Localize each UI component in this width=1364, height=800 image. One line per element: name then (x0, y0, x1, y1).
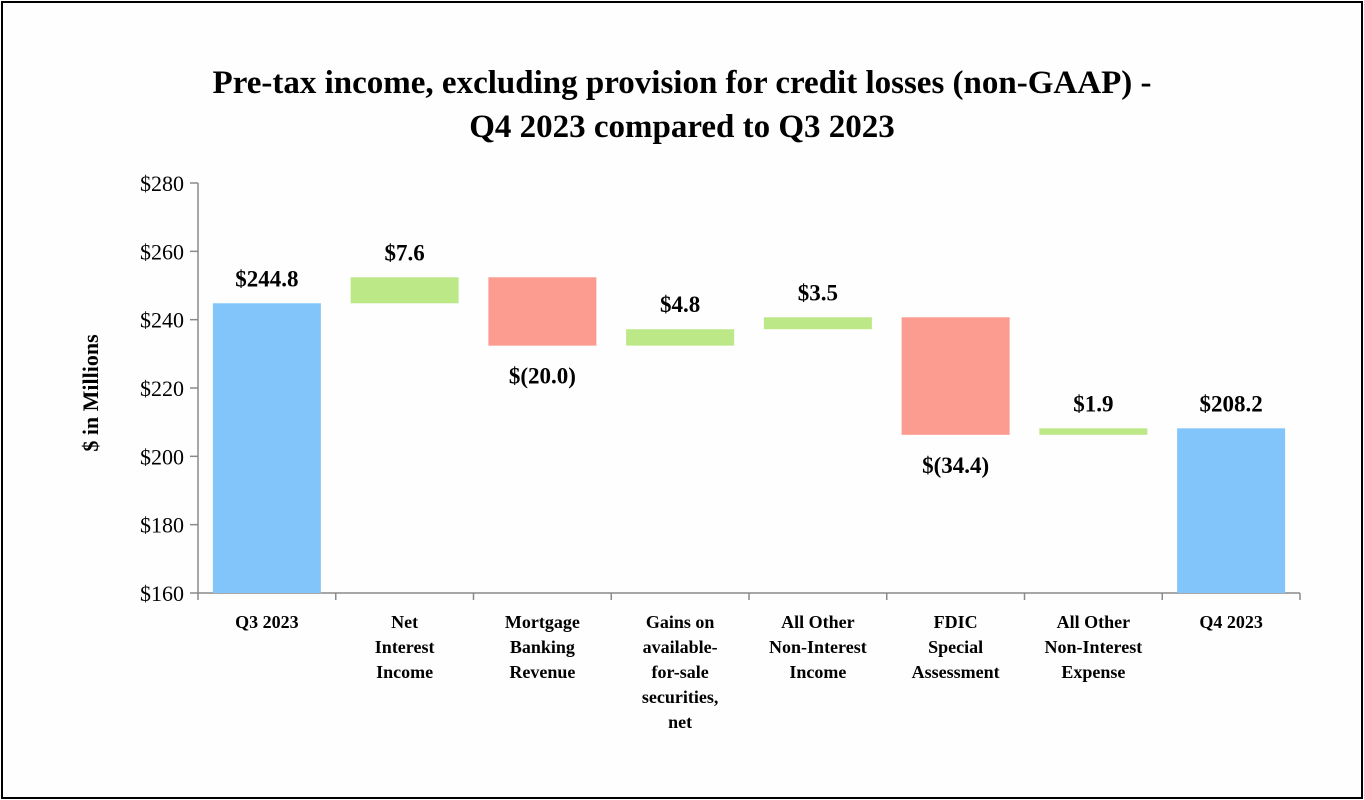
y-tick-label: $200 (140, 444, 184, 469)
total-bar (212, 303, 321, 593)
data-label: $3.5 (798, 280, 838, 305)
increase-bar (1039, 428, 1148, 435)
increase-bar (626, 329, 735, 346)
x-tick-label: All Other Non-Interest Income (769, 612, 867, 682)
decrease-bar (901, 317, 1010, 435)
x-tick-label: All Other Non-Interest Expense (1045, 612, 1143, 682)
data-label: $(20.0) (509, 364, 576, 389)
data-label: $244.8 (235, 266, 298, 291)
x-tick-label: Q3 2023 (235, 612, 299, 632)
data-label: $7.6 (385, 240, 425, 265)
total-bar (1177, 428, 1286, 593)
x-tick-label: FDIC Special Assessment (912, 612, 1000, 682)
x-tick-label: Q4 2023 (1199, 612, 1263, 632)
y-tick-label: $280 (140, 171, 184, 196)
decrease-bar (488, 277, 597, 346)
y-tick-label: $240 (140, 308, 184, 333)
data-label: $(34.4) (922, 453, 989, 478)
data-label: $4.8 (660, 292, 700, 317)
x-tick-label: Mortgage Banking Revenue (505, 612, 580, 682)
y-tick-label: $180 (140, 513, 184, 538)
chart-title-line-2: Q4 2023 compared to Q3 2023 (469, 109, 895, 145)
increase-bar (350, 277, 459, 304)
x-tick-label: Net Interest Income (375, 612, 435, 682)
x-tick-label: Gains on available-for-sale securities, net (642, 612, 718, 732)
increase-bar (763, 317, 872, 330)
y-tick-label: $220 (140, 376, 184, 401)
chart-title-line-1: Pre-tax income, excluding provision for … (212, 65, 1152, 101)
chart-title: Pre-tax income, excluding provision for … (3, 61, 1361, 149)
data-label: $208.2 (1200, 391, 1263, 416)
y-tick-label: $160 (140, 581, 184, 606)
data-label: $1.9 (1073, 391, 1113, 416)
y-tick-label: $260 (140, 239, 184, 264)
